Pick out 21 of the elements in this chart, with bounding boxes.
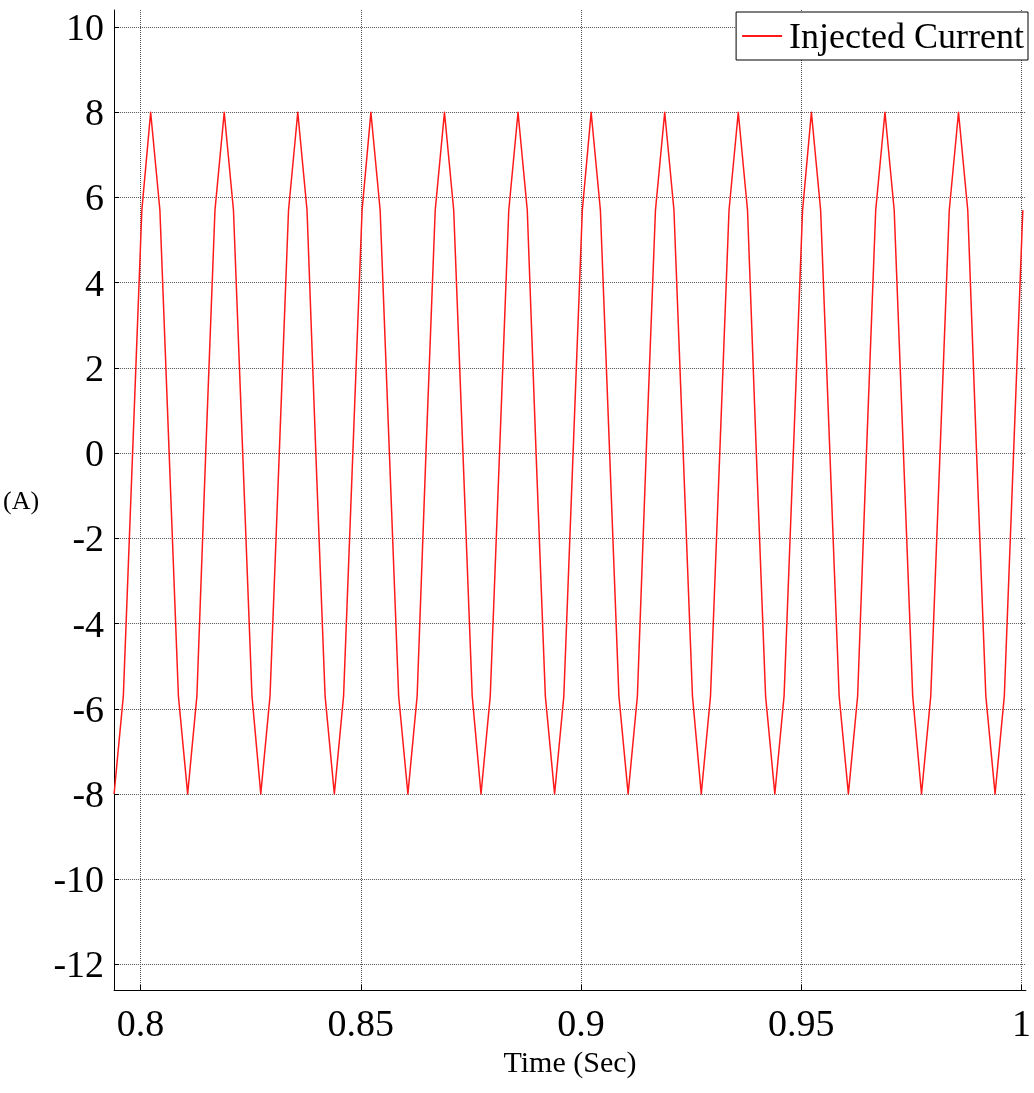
y-tick-label: 6 xyxy=(85,176,105,219)
y-tick-label: 2 xyxy=(85,346,105,389)
y-tick-label: -8 xyxy=(72,773,105,815)
y-tick-label: 0 xyxy=(85,432,105,475)
line-series xyxy=(113,111,1024,795)
y-tick-label: -10 xyxy=(53,858,105,901)
y-tick-label: -2 xyxy=(72,517,105,560)
x-tick-label: 1 xyxy=(1012,1002,1032,1044)
y-tick-label: 10 xyxy=(66,6,105,49)
y-tick-label: 4 xyxy=(85,261,105,304)
x-tick-label: 0.85 xyxy=(327,1002,395,1044)
x-tick-label: 0.8 xyxy=(116,1002,165,1044)
y-tick-label: -12 xyxy=(53,943,105,986)
y-tick-label: -6 xyxy=(72,687,105,730)
y-tick-label: -4 xyxy=(72,602,105,645)
legend-label: Injected Current xyxy=(789,16,1025,56)
x-axis-title: Time (Sec) xyxy=(503,1045,637,1080)
y-tick-label: 8 xyxy=(85,91,105,134)
x-tick-label: 0.9 xyxy=(557,1002,605,1044)
x-tick-label: 0.95 xyxy=(768,1002,835,1044)
y-axis-title: (A) xyxy=(3,485,40,515)
